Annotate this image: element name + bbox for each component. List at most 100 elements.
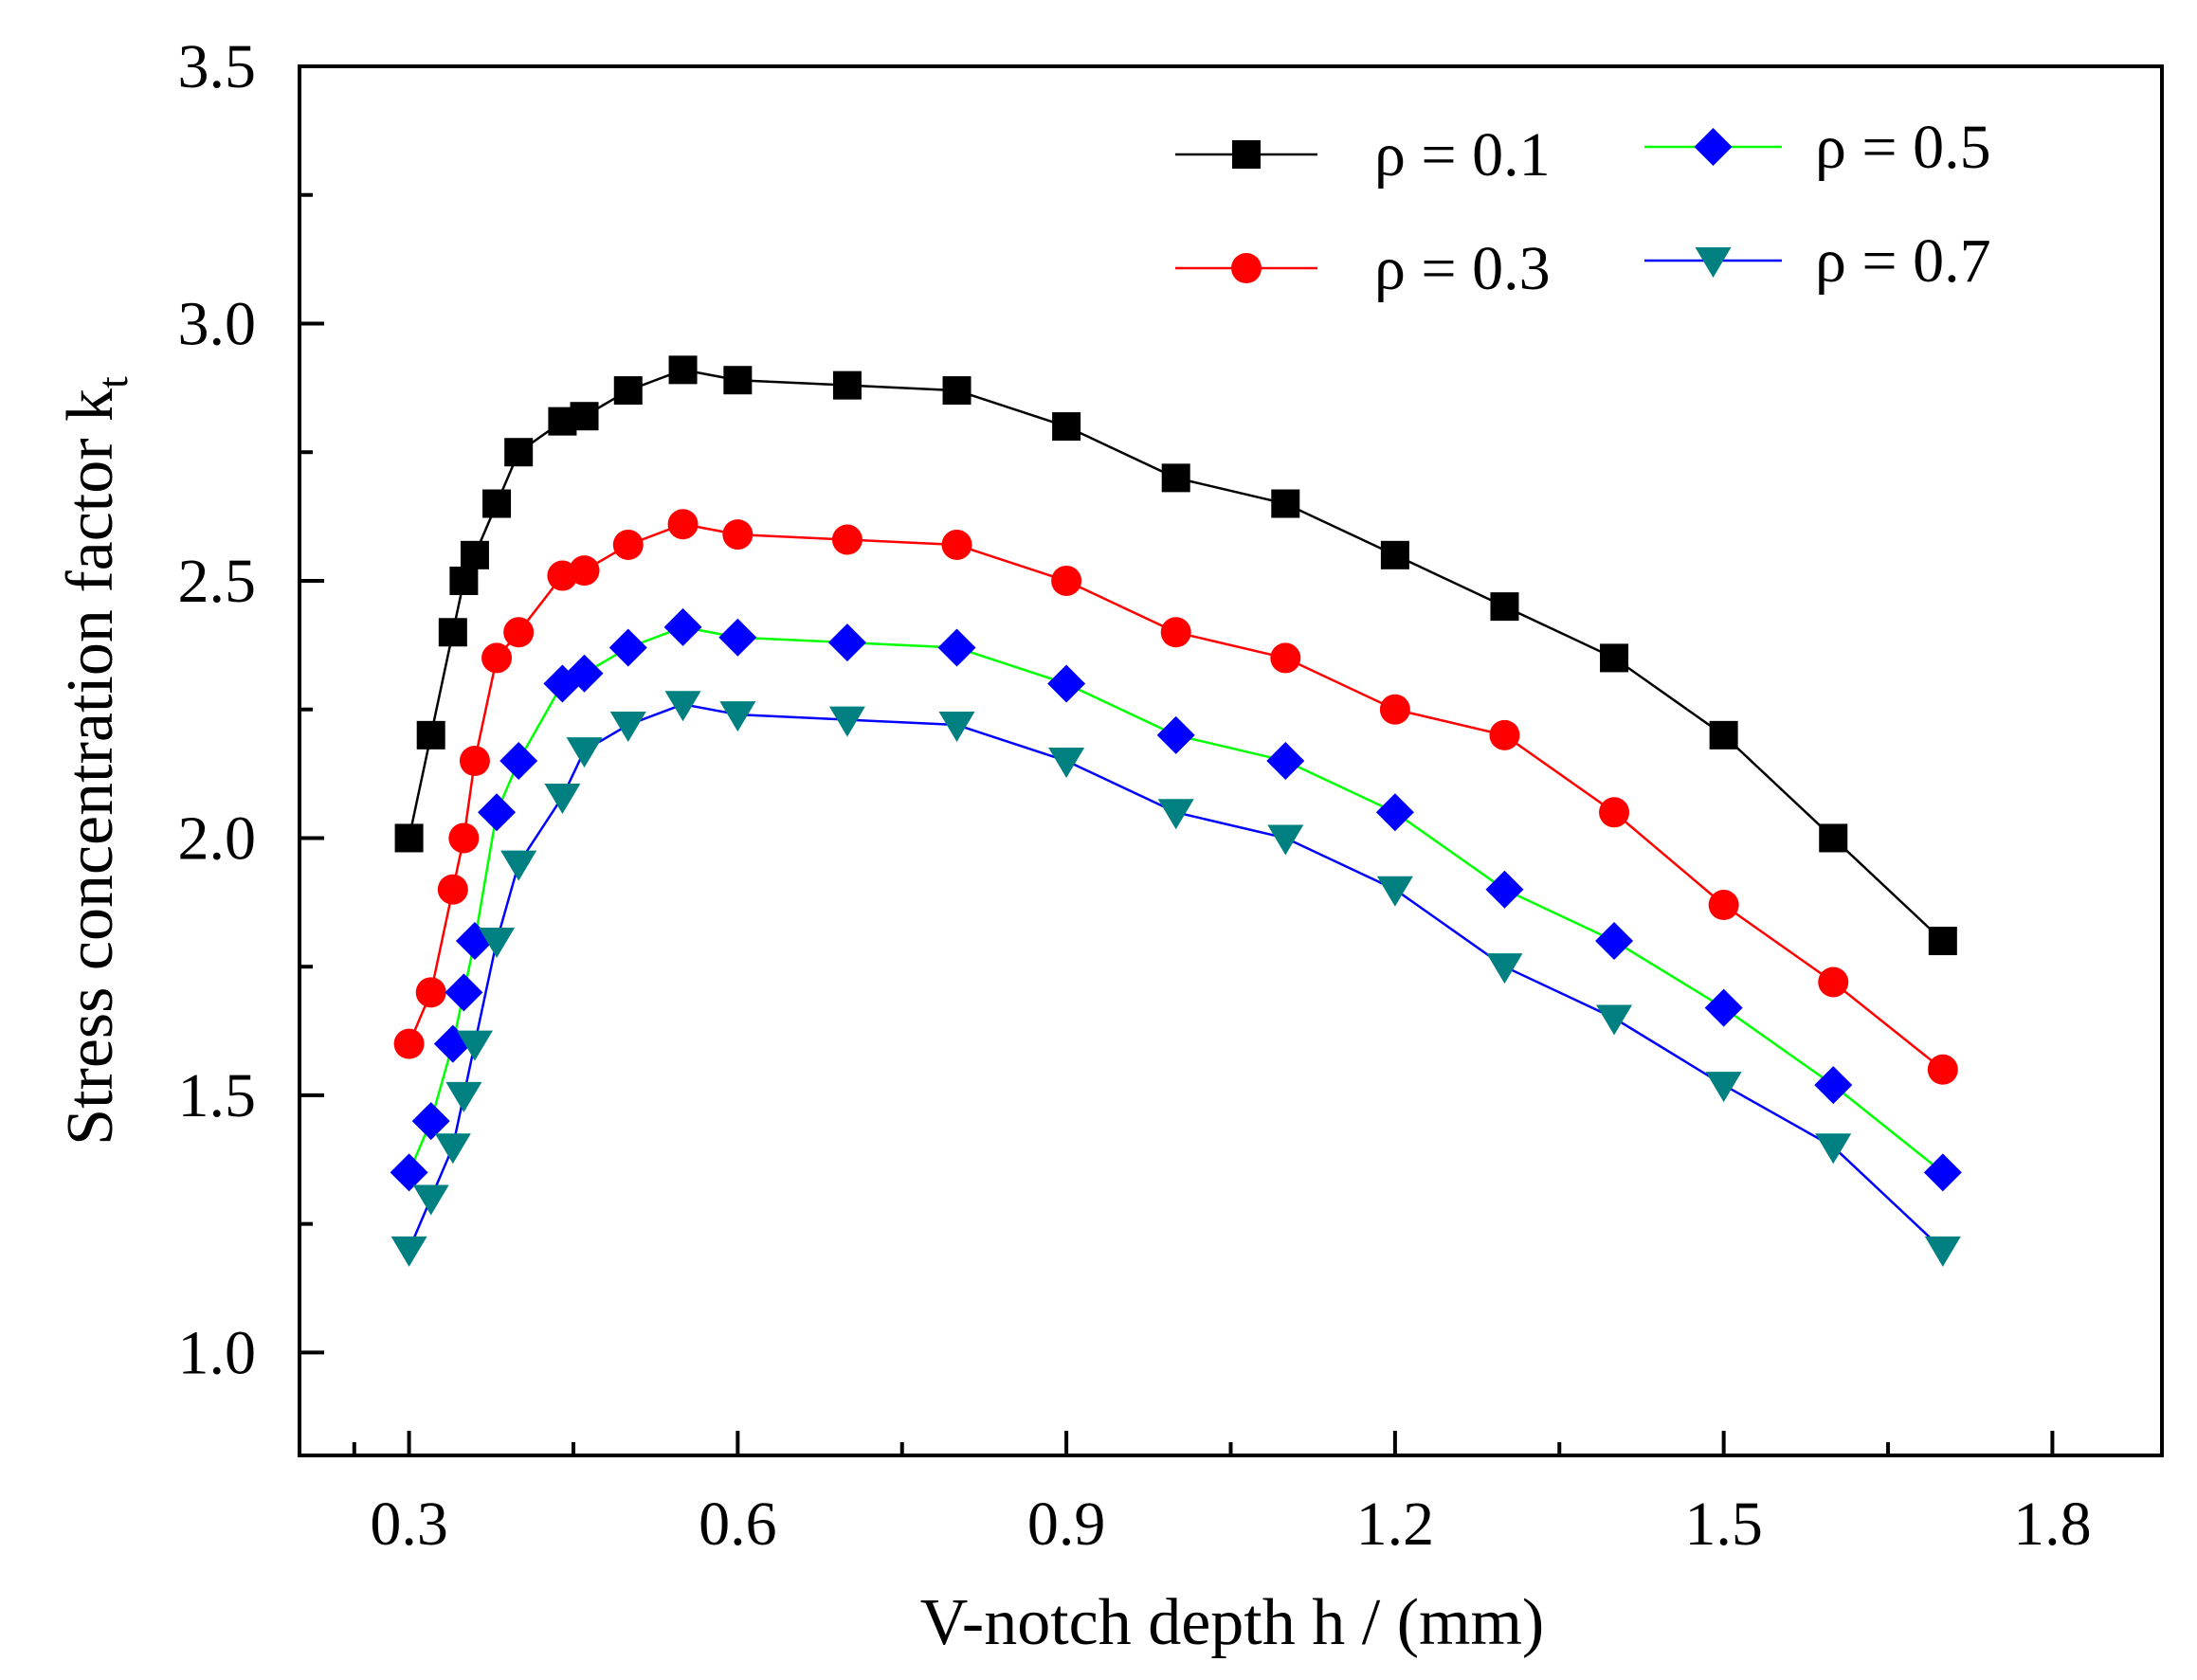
data-point: [1928, 927, 1957, 956]
x-tick-label: 0.3: [370, 1490, 448, 1559]
data-point: [411, 1102, 450, 1141]
data-point: [478, 793, 517, 832]
data-point: [390, 1236, 427, 1267]
data-point: [1157, 799, 1194, 830]
data-point: [504, 438, 534, 467]
data-point: [570, 402, 599, 431]
data-point: [719, 701, 756, 732]
data-point: [941, 529, 972, 560]
data-point: [1815, 1133, 1852, 1165]
data-point: [499, 742, 538, 780]
x-axis-label: V-notch depth h / (mm): [920, 1586, 1544, 1659]
y-tick-label: 1.5: [178, 1061, 257, 1130]
data-point: [937, 628, 976, 667]
data-point: [415, 977, 446, 1008]
data-point: [459, 746, 490, 776]
legend-label: ρ = 0.3: [1374, 234, 1551, 303]
data-point: [445, 973, 483, 1012]
data-point: [460, 540, 489, 569]
data-point: [1047, 664, 1086, 703]
series-2: [393, 509, 1958, 1085]
y-axis-ticks: 1.0 1.5 2.0 2.5 3.0 3.5: [178, 32, 324, 1387]
data-point: [1600, 643, 1629, 673]
data-point: [1161, 463, 1190, 493]
data-point: [1375, 793, 1414, 832]
data-point: [500, 850, 537, 881]
data-point: [437, 874, 468, 905]
data-point: [831, 524, 862, 555]
legend: ρ = 0.1 ρ = 0.3 ρ = 0.5 ρ = 0.7: [1175, 113, 1991, 303]
series-line: [408, 522, 1944, 1071]
data-point: [412, 1184, 449, 1216]
series-line: [408, 703, 1944, 1251]
data-point: [482, 489, 512, 518]
data-point: [1376, 876, 1413, 907]
data-point: [416, 720, 445, 750]
data-point: [438, 618, 467, 647]
data-point: [1923, 1153, 1962, 1192]
data-point: [1160, 617, 1191, 648]
data-point: [1270, 642, 1301, 674]
x-tick-label: 0.6: [699, 1490, 777, 1559]
legend-item: ρ = 0.7: [1644, 226, 1991, 296]
data-point: [456, 1030, 493, 1061]
data-point: [565, 654, 604, 693]
data-point: [1595, 922, 1634, 961]
data-point: [1596, 1004, 1633, 1036]
data-point: [1486, 953, 1523, 985]
data-point: [449, 566, 479, 595]
data-point: [942, 376, 971, 406]
x-axis-ticks: 0.3 0.6 0.9 1.2 1.5 1.8: [352, 1431, 2092, 1559]
data-point: [566, 737, 603, 768]
data-point: [663, 607, 702, 646]
y-tick-label: 1.0: [178, 1318, 257, 1387]
legend-item: ρ = 0.3: [1175, 234, 1551, 303]
data-point: [938, 711, 975, 742]
y-axis-label-subscript: t: [88, 376, 136, 388]
series-layer: [390, 355, 1962, 1267]
data-point: [609, 711, 646, 742]
data-point: [434, 1133, 471, 1165]
series-4: [390, 691, 1961, 1267]
data-point: [1819, 823, 1848, 853]
data-point: [608, 628, 647, 667]
data-point: [393, 1028, 425, 1059]
data-point: [390, 1153, 428, 1192]
data-point: [1490, 592, 1519, 622]
x-tick-label: 1.8: [2013, 1490, 2092, 1559]
legend-label: ρ = 0.1: [1374, 120, 1551, 190]
y-axis-label: Stress concentration factor kt: [54, 376, 136, 1146]
legend-marker: [1232, 140, 1261, 169]
data-point: [1599, 797, 1630, 828]
data-point: [1379, 694, 1410, 725]
data-point: [1709, 720, 1738, 750]
legend-label: ρ = 0.5: [1815, 113, 1991, 182]
x-tick-label: 0.9: [1027, 1490, 1106, 1559]
x-tick-label: 1.5: [1684, 1490, 1763, 1559]
data-point: [1485, 870, 1524, 909]
legend-marker: [1231, 253, 1262, 283]
data-point: [827, 623, 866, 662]
data-point: [1705, 1072, 1742, 1103]
data-point: [479, 928, 516, 959]
data-point: [612, 529, 644, 560]
data-point: [718, 618, 757, 657]
data-point: [1704, 988, 1743, 1027]
y-tick-label: 3.0: [178, 289, 257, 358]
legend-item: ρ = 0.1: [1175, 120, 1551, 190]
data-point: [544, 784, 581, 815]
data-point: [394, 823, 424, 853]
legend-label: ρ = 0.7: [1815, 226, 1991, 296]
y-axis-label-main: Stress concentration factor k: [54, 388, 127, 1146]
legend-marker: [1695, 247, 1732, 278]
data-point: [1924, 1236, 1961, 1267]
data-point: [1271, 489, 1300, 518]
data-point: [1267, 824, 1304, 856]
data-point: [1052, 412, 1081, 442]
y-tick-label: 2.5: [178, 547, 257, 616]
data-point: [481, 642, 513, 674]
data-point: [723, 366, 753, 395]
data-point: [1156, 715, 1195, 754]
data-point: [667, 509, 699, 540]
